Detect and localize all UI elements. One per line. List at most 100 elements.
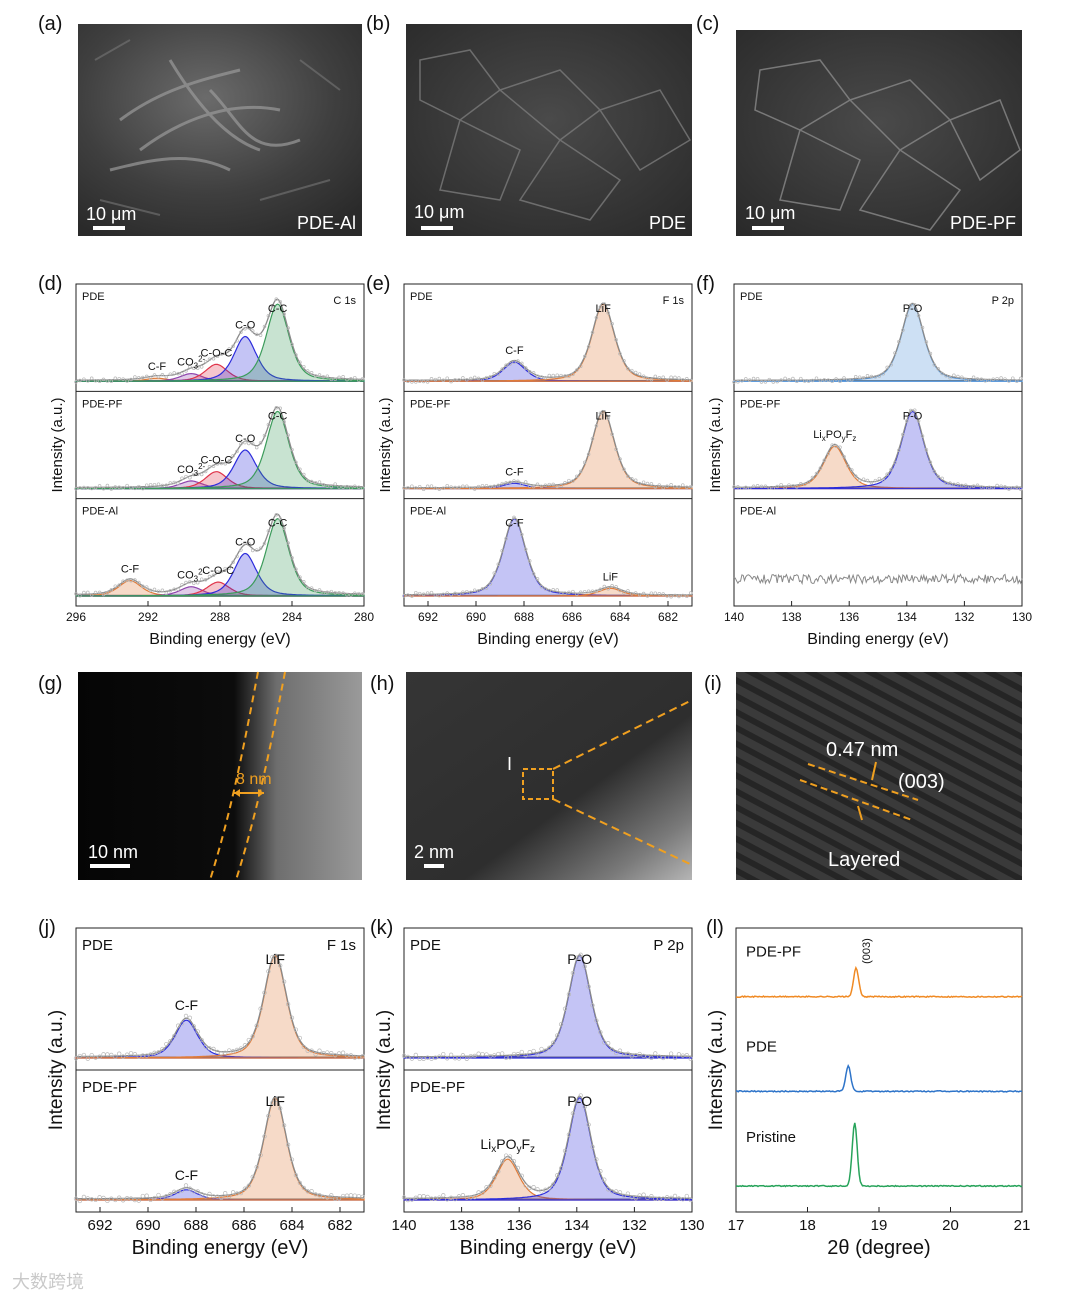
data-point — [480, 587, 485, 591]
data-point — [433, 593, 438, 597]
x-axis-label: Binding energy (eV) — [460, 1237, 637, 1259]
data-point — [353, 591, 357, 596]
data-point — [227, 1194, 232, 1199]
x-tick-label: 686 — [231, 1217, 256, 1234]
peak-label: C-O — [235, 433, 256, 445]
data-point — [684, 1193, 689, 1199]
data-point — [952, 373, 956, 378]
data-point — [164, 1041, 169, 1047]
data-point — [85, 1196, 90, 1201]
data-point — [109, 1052, 114, 1058]
data-point — [184, 580, 188, 585]
data-point — [983, 486, 988, 490]
data-point — [618, 351, 622, 356]
data-point — [586, 984, 591, 989]
data-point — [668, 1051, 674, 1056]
data-point — [337, 375, 341, 380]
data-point — [645, 594, 650, 598]
data-point — [685, 377, 689, 381]
data-point — [610, 322, 614, 326]
component-peak — [733, 445, 1023, 490]
data-point — [960, 375, 964, 379]
data-point — [936, 474, 940, 479]
data-point — [105, 591, 110, 595]
data-point — [653, 485, 658, 489]
data-point — [665, 378, 669, 382]
data-point — [551, 482, 555, 487]
data-point — [598, 305, 603, 309]
data-point — [912, 303, 917, 307]
data-point — [301, 1044, 306, 1050]
data-point — [243, 440, 247, 445]
subplot-sample-label: PDE — [82, 291, 105, 303]
data-point — [195, 1189, 200, 1194]
data-point — [594, 1157, 599, 1162]
data-point — [313, 1052, 318, 1057]
data-point — [609, 1189, 615, 1194]
data-point — [496, 1169, 501, 1174]
data-point — [109, 588, 114, 592]
data-point — [227, 347, 231, 351]
data-point — [641, 1192, 646, 1197]
data-point — [156, 375, 161, 379]
data-point — [247, 541, 251, 546]
data-point — [266, 529, 271, 533]
data-point — [999, 484, 1003, 488]
data-point — [802, 379, 807, 383]
data-point — [168, 1192, 173, 1197]
data-point — [160, 483, 165, 488]
data-point — [152, 1050, 157, 1055]
data-point — [672, 1193, 678, 1199]
data-point — [622, 590, 626, 595]
data-point — [535, 1052, 540, 1057]
x-tick-label: 132 — [954, 610, 974, 624]
data-point — [590, 1144, 595, 1149]
data-point — [617, 1190, 623, 1195]
data-point — [117, 583, 121, 587]
data-point — [333, 590, 337, 595]
x-tick-label: 690 — [135, 1217, 160, 1234]
data-point — [82, 590, 86, 595]
data-point — [156, 482, 161, 486]
data-point — [357, 591, 361, 596]
data-point — [551, 373, 555, 378]
data-point — [187, 1186, 193, 1191]
data-point — [117, 376, 121, 381]
data-point — [520, 532, 524, 537]
y-axis-label: Intensity (a.u.) — [46, 1010, 67, 1130]
subplot-sample-label: PDE-PF — [82, 1079, 137, 1096]
data-point — [441, 592, 446, 597]
data-point — [152, 373, 157, 377]
data-point — [242, 1043, 248, 1048]
data-point — [219, 1051, 224, 1056]
peak-label: LiF — [596, 303, 612, 315]
data-point — [688, 1197, 693, 1203]
data-point — [460, 1053, 466, 1058]
data-point — [441, 1051, 446, 1057]
data-point — [360, 592, 365, 596]
sample-label-c: PDE-PF — [950, 213, 1016, 233]
data-point — [223, 566, 227, 571]
data-point — [132, 1197, 138, 1203]
data-point — [313, 1192, 318, 1197]
data-point — [496, 372, 501, 376]
data-point — [192, 581, 196, 586]
data-point — [795, 485, 799, 489]
data-point — [512, 515, 516, 520]
data-point — [136, 1198, 141, 1203]
data-point — [516, 359, 520, 363]
data-point — [480, 1051, 485, 1057]
sem-image-b: 10 μm PDE — [406, 24, 692, 236]
data-point — [294, 353, 298, 357]
watermark: 大数跨境 — [12, 1272, 84, 1292]
data-point — [93, 378, 98, 383]
data-point — [148, 588, 153, 593]
peak-label: C-O — [235, 320, 256, 332]
x-tick-label: 134 — [897, 610, 917, 624]
data-point — [940, 476, 944, 481]
data-point — [144, 1053, 149, 1058]
data-point — [515, 1052, 521, 1057]
data-point — [81, 1194, 87, 1200]
data-point — [215, 1194, 220, 1199]
